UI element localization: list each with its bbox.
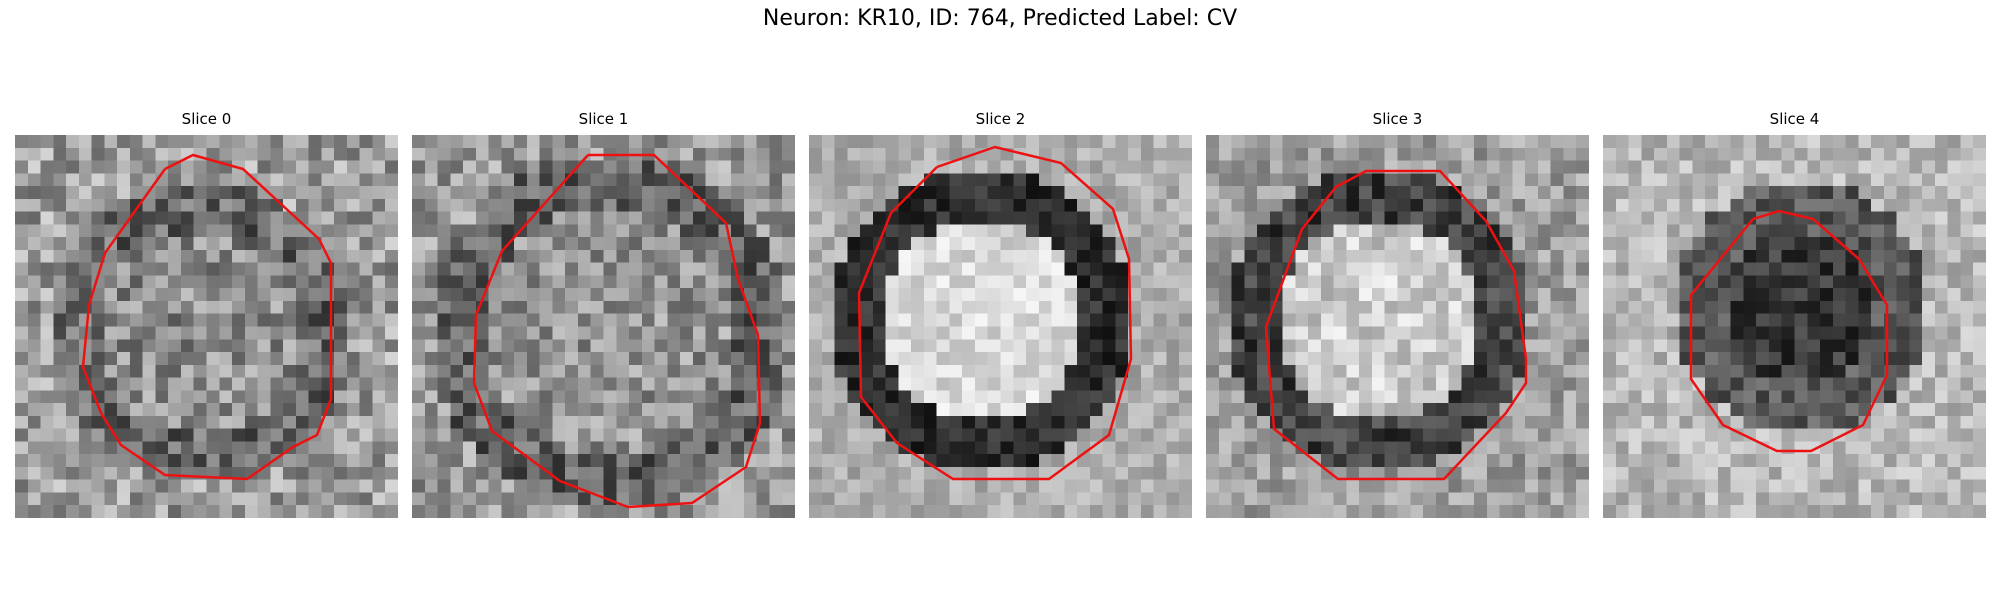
slice-panel-2: Slice 2 bbox=[809, 108, 1192, 518]
roi-contour bbox=[1689, 209, 1889, 453]
roi-contour bbox=[472, 153, 762, 509]
roi-contour bbox=[1264, 169, 1528, 481]
figure-title: Neuron: KR10, ID: 764, Predicted Label: … bbox=[762, 6, 1238, 31]
slice-title: Slice 1 bbox=[578, 110, 629, 128]
slice-panel-3: Slice 3 bbox=[1206, 108, 1589, 518]
slice-image bbox=[1206, 135, 1589, 518]
slice-image bbox=[1603, 135, 1986, 518]
slice-panel-4: Slice 4 bbox=[1603, 108, 1986, 518]
slice-panel-1: Slice 1 bbox=[412, 108, 795, 518]
slice-title: Slice 2 bbox=[975, 110, 1026, 128]
slice-image bbox=[15, 135, 398, 518]
roi-contour bbox=[81, 153, 333, 481]
slice-title: Slice 3 bbox=[1372, 110, 1423, 128]
slice-title: Slice 4 bbox=[1769, 110, 1820, 128]
slice-title: Slice 0 bbox=[181, 110, 232, 128]
roi-contour bbox=[857, 145, 1133, 481]
slice-panel-0: Slice 0 bbox=[15, 108, 398, 518]
slice-image bbox=[809, 135, 1192, 518]
